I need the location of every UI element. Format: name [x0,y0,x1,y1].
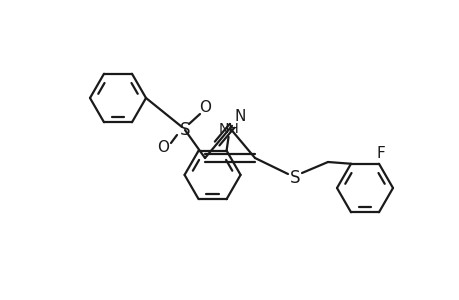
Text: O: O [199,100,211,116]
Text: F: F [376,146,385,161]
Text: N: N [234,109,245,124]
Text: S: S [179,121,190,139]
Text: S: S [289,169,300,187]
Text: O: O [157,140,168,155]
Text: NH: NH [218,122,238,136]
